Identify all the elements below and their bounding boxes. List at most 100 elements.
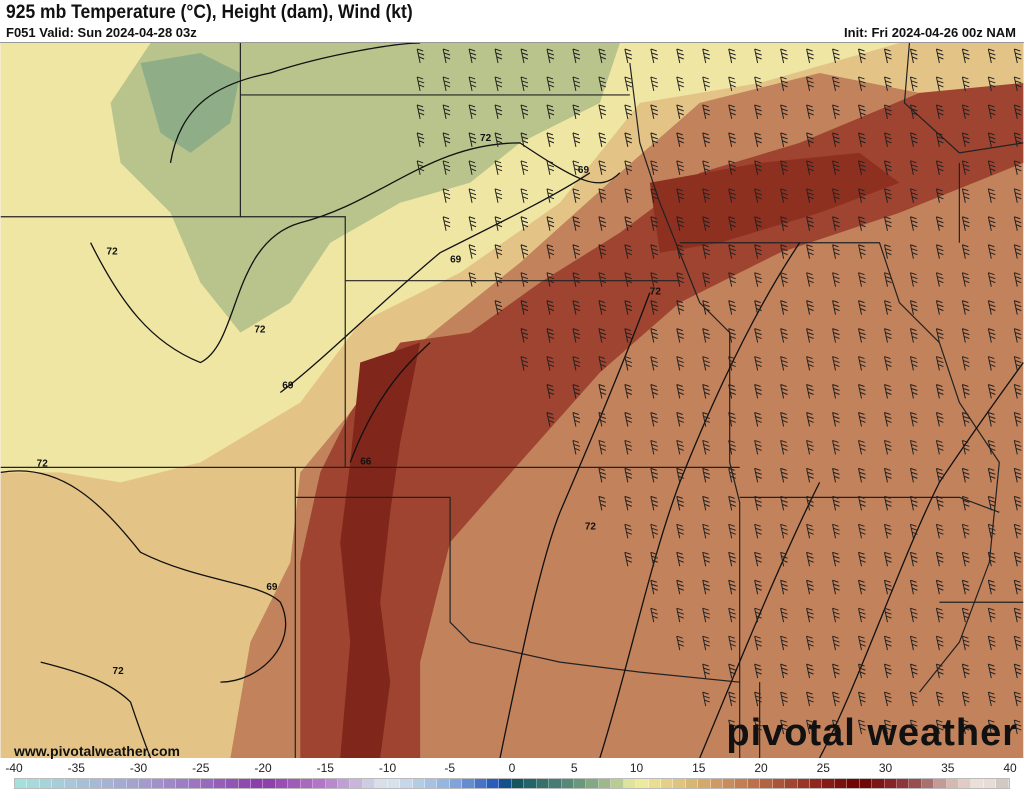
wind-barb xyxy=(754,300,762,315)
wind-barb xyxy=(728,272,736,287)
colorbar-cell xyxy=(660,779,674,788)
wind-barbs xyxy=(416,48,1022,735)
wind-barb xyxy=(832,188,840,203)
wind-barb xyxy=(935,551,944,567)
wind-barb xyxy=(468,216,477,231)
wind-barb xyxy=(883,691,892,707)
wind-barb xyxy=(832,691,840,707)
wind-barb xyxy=(416,132,425,147)
wind-barb xyxy=(987,579,996,595)
wind-barb xyxy=(650,523,658,539)
wind-barb xyxy=(987,76,996,92)
wind-barb xyxy=(702,104,710,119)
wind-barb xyxy=(858,579,866,595)
colorbar-tick: 15 xyxy=(692,761,706,775)
wind-barb xyxy=(520,76,529,92)
wind-barb xyxy=(806,244,814,259)
wind-barb xyxy=(883,439,892,455)
wind-barb xyxy=(987,216,996,231)
wind-barb xyxy=(780,48,788,64)
colorbar-tick: -15 xyxy=(316,761,334,775)
colorbar-cell xyxy=(213,779,227,788)
wind-barb xyxy=(883,244,892,259)
weather-map[interactable]: 72 72 69 72 69 72 66 72 72 69 72 69 xyxy=(0,42,1024,758)
colorbar-cell xyxy=(735,779,748,788)
wind-barb xyxy=(754,663,762,679)
wind-barb xyxy=(806,719,814,735)
wind-barb xyxy=(650,132,658,147)
wind-barb xyxy=(442,188,451,203)
wind-barb xyxy=(676,495,684,511)
wind-barb xyxy=(546,188,555,203)
wind-barb xyxy=(702,663,710,679)
wind-barb xyxy=(702,132,710,147)
wind-barb xyxy=(858,300,866,315)
website-url[interactable]: www.pivotalweather.com xyxy=(14,743,180,759)
wind-barb xyxy=(780,328,788,343)
colorbar-cell xyxy=(412,779,425,788)
contour-label: 69 xyxy=(266,582,278,593)
wind-barb xyxy=(883,76,892,92)
wind-barb xyxy=(935,495,944,511)
wind-barb xyxy=(935,635,944,651)
wind-barb xyxy=(650,160,658,175)
wind-barb xyxy=(754,132,762,147)
colorbar xyxy=(14,778,1010,789)
wind-barb xyxy=(1013,439,1022,455)
wind-barb xyxy=(702,188,710,203)
colorbar-cell xyxy=(921,779,935,788)
wind-barb xyxy=(546,328,555,343)
wind-barb xyxy=(806,551,814,567)
colorbar-cell xyxy=(598,779,612,788)
wind-barb xyxy=(961,439,970,455)
wind-barb xyxy=(728,188,736,203)
wind-barb xyxy=(650,244,658,259)
colorbar-cell xyxy=(983,779,997,788)
colorbar-cell xyxy=(77,779,90,788)
wind-barb xyxy=(961,719,970,735)
colorbar-cell xyxy=(847,779,860,788)
colorbar-cell xyxy=(636,779,649,788)
wind-barb xyxy=(987,300,996,315)
wind-barb xyxy=(883,635,892,651)
wind-barb xyxy=(624,76,633,92)
wind-barb xyxy=(728,719,736,735)
wind-barb xyxy=(832,356,840,371)
wind-barb xyxy=(624,272,633,287)
wind-barb xyxy=(780,495,788,511)
wind-barb xyxy=(909,272,918,287)
wind-barb xyxy=(468,76,477,92)
wind-barb xyxy=(780,551,788,567)
wind-barb xyxy=(832,467,840,483)
colorbar-cell xyxy=(114,779,127,788)
wind-barb xyxy=(858,719,866,735)
wind-barb xyxy=(754,607,762,623)
wind-barb xyxy=(806,356,814,371)
wind-barb xyxy=(520,216,529,231)
colorbar-cell xyxy=(710,779,724,788)
wind-barb xyxy=(624,188,633,203)
wind-barb xyxy=(676,439,684,455)
wind-barb xyxy=(702,579,710,595)
wind-barb xyxy=(987,384,996,399)
wind-barb xyxy=(935,719,944,735)
contour-label: 72 xyxy=(113,666,125,677)
wind-barb xyxy=(598,467,607,483)
colorbar-cell xyxy=(511,779,525,788)
wind-barb xyxy=(468,244,477,259)
wind-barb xyxy=(961,272,970,287)
map-title: 925 mb Temperature (°C), Height (dam), W… xyxy=(6,2,413,23)
wind-barb xyxy=(780,244,788,259)
colorbar-cell xyxy=(27,779,40,788)
contour-label: 72 xyxy=(254,325,266,336)
wind-barb xyxy=(832,300,840,315)
wind-barb xyxy=(806,607,814,623)
wind-barb xyxy=(883,551,892,567)
colorbar-cell xyxy=(400,779,413,788)
wind-barb xyxy=(598,188,607,203)
colorbar-cell xyxy=(325,779,338,788)
colorbar-tick: 30 xyxy=(878,761,893,775)
wind-barb xyxy=(935,579,944,595)
colorbar-cell xyxy=(834,779,848,788)
wind-barb xyxy=(909,607,918,623)
